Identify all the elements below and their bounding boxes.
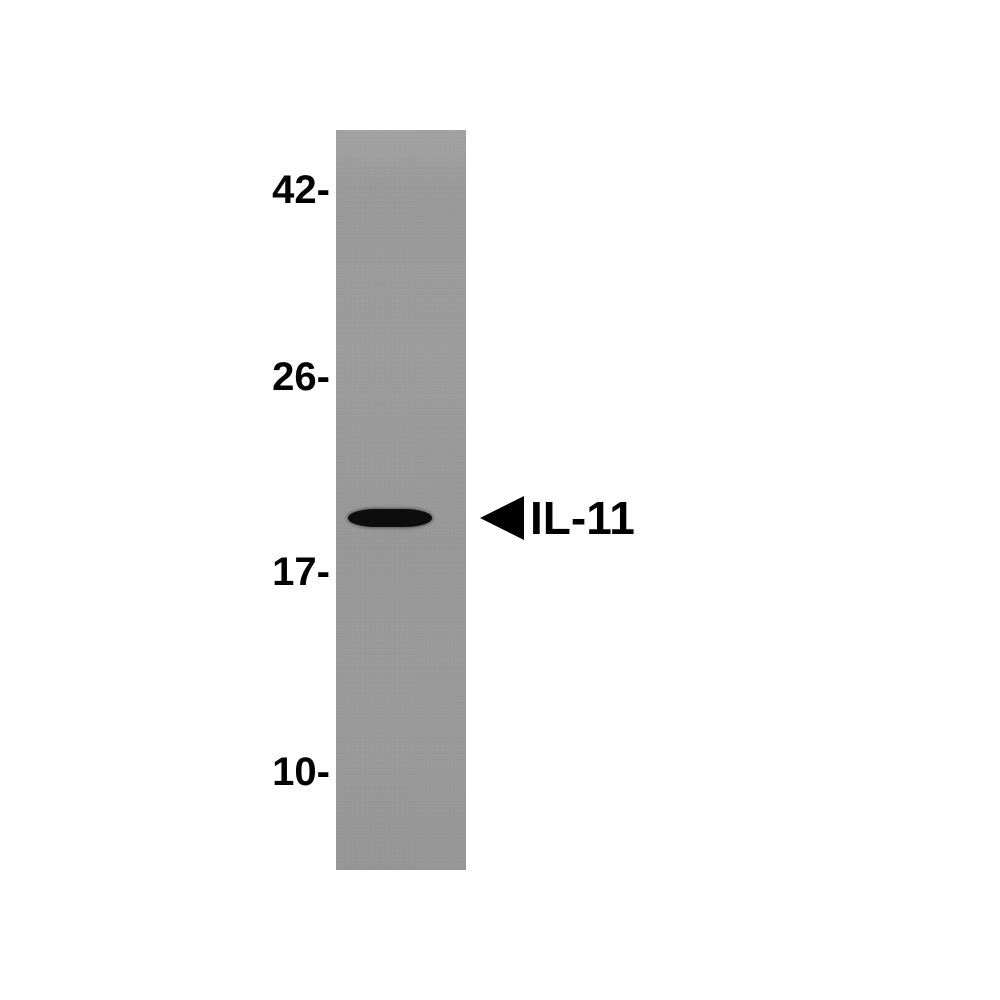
band-arrow-icon (480, 496, 524, 540)
band-label: IL-11 (530, 491, 635, 545)
mw-marker-dash: - (317, 355, 330, 399)
mw-marker-value: 10 (272, 750, 317, 794)
mw-marker-value: 42 (272, 168, 317, 212)
mw-marker-10: 10- (272, 750, 330, 795)
mw-marker-value: 26 (272, 355, 317, 399)
mw-marker-dash: - (317, 168, 330, 212)
blot-figure: 42-26-17-10-IL-11 (0, 0, 1000, 1000)
band-il-11 (348, 509, 432, 527)
mw-marker-dash: - (317, 550, 330, 594)
mw-marker-42: 42- (272, 168, 330, 213)
blot-lane (336, 130, 466, 870)
mw-marker-dash: - (317, 750, 330, 794)
mw-marker-17: 17- (272, 550, 330, 595)
mw-marker-26: 26- (272, 355, 330, 400)
lane-texture (336, 130, 466, 870)
mw-marker-value: 17 (272, 550, 317, 594)
